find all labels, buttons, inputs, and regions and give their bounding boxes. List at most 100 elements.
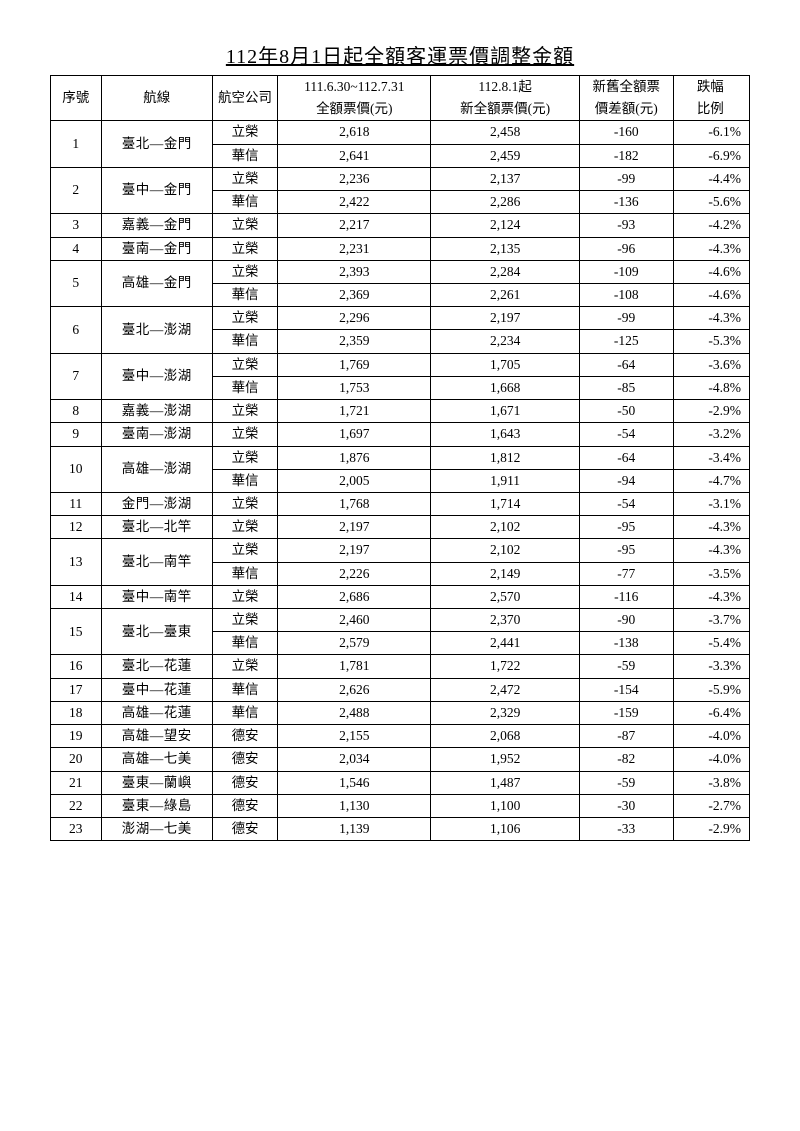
cell-new-price: 2,124	[431, 214, 579, 237]
cell-old-price: 1,876	[278, 446, 431, 469]
cell-new-price: 1,812	[431, 446, 579, 469]
cell-old-price: 2,296	[278, 307, 431, 330]
cell-new-price: 2,570	[431, 585, 579, 608]
cell-seq: 19	[51, 725, 102, 748]
cell-pct: -2.7%	[673, 794, 749, 817]
cell-route: 臺東—蘭嶼	[101, 771, 212, 794]
cell-airline: 立榮	[212, 237, 277, 260]
cell-diff: -94	[579, 469, 673, 492]
cell-new-price: 2,441	[431, 632, 579, 655]
cell-seq: 13	[51, 539, 102, 585]
cell-seq: 16	[51, 655, 102, 678]
cell-airline: 立榮	[212, 353, 277, 376]
table-row: 5高雄—金門立榮2,3932,284-109-4.6%	[51, 260, 750, 283]
cell-new-price: 2,370	[431, 609, 579, 632]
cell-diff: -99	[579, 307, 673, 330]
cell-route: 臺北—南竿	[101, 539, 212, 585]
cell-seq: 12	[51, 516, 102, 539]
table-row: 21臺東—蘭嶼德安1,5461,487-59-3.8%	[51, 771, 750, 794]
fare-table: 序號 航線 航空公司 111.6.30~112.7.31 112.8.1起 新舊…	[50, 75, 750, 841]
cell-new-price: 2,286	[431, 191, 579, 214]
cell-diff: -95	[579, 516, 673, 539]
cell-diff: -109	[579, 260, 673, 283]
cell-old-price: 2,359	[278, 330, 431, 353]
cell-diff: -125	[579, 330, 673, 353]
table-row: 16臺北—花蓮立榮1,7811,722-59-3.3%	[51, 655, 750, 678]
cell-old-price: 1,546	[278, 771, 431, 794]
cell-diff: -93	[579, 214, 673, 237]
cell-route: 高雄—澎湖	[101, 446, 212, 492]
cell-airline: 立榮	[212, 214, 277, 237]
cell-seq: 14	[51, 585, 102, 608]
cell-pct: -3.6%	[673, 353, 749, 376]
cell-route: 臺北—臺東	[101, 609, 212, 655]
cell-diff: -138	[579, 632, 673, 655]
cell-diff: -59	[579, 771, 673, 794]
col-airline: 航空公司	[212, 76, 277, 121]
cell-new-price: 1,722	[431, 655, 579, 678]
cell-new-price: 2,068	[431, 725, 579, 748]
cell-route: 臺中—澎湖	[101, 353, 212, 399]
cell-seq: 20	[51, 748, 102, 771]
cell-diff: -54	[579, 492, 673, 515]
cell-diff: -136	[579, 191, 673, 214]
cell-new-price: 1,668	[431, 376, 579, 399]
cell-pct: -5.3%	[673, 330, 749, 353]
cell-new-price: 2,135	[431, 237, 579, 260]
cell-pct: -4.8%	[673, 376, 749, 399]
cell-new-price: 1,106	[431, 818, 579, 841]
cell-old-price: 2,231	[278, 237, 431, 260]
cell-airline: 德安	[212, 771, 277, 794]
table-row: 15臺北—臺東立榮2,4602,370-90-3.7%	[51, 609, 750, 632]
table-row: 6臺北—澎湖立榮2,2962,197-99-4.3%	[51, 307, 750, 330]
cell-route: 高雄—望安	[101, 725, 212, 748]
cell-pct: -2.9%	[673, 400, 749, 423]
cell-airline: 德安	[212, 794, 277, 817]
cell-pct: -4.3%	[673, 539, 749, 562]
cell-airline: 華信	[212, 562, 277, 585]
table-row: 9臺南—澎湖立榮1,6971,643-54-3.2%	[51, 423, 750, 446]
cell-route: 嘉義—金門	[101, 214, 212, 237]
cell-pct: -4.6%	[673, 260, 749, 283]
cell-diff: -64	[579, 353, 673, 376]
cell-seq: 21	[51, 771, 102, 794]
cell-diff: -59	[579, 655, 673, 678]
col-new-line1: 112.8.1起	[431, 76, 579, 99]
cell-seq: 9	[51, 423, 102, 446]
table-row: 23澎湖—七美德安1,1391,106-33-2.9%	[51, 818, 750, 841]
cell-route: 嘉義—澎湖	[101, 400, 212, 423]
cell-pct: -4.3%	[673, 237, 749, 260]
cell-route: 澎湖—七美	[101, 818, 212, 841]
col-old-line1: 111.6.30~112.7.31	[278, 76, 431, 99]
cell-airline: 華信	[212, 701, 277, 724]
cell-seq: 22	[51, 794, 102, 817]
table-row: 7臺中—澎湖立榮1,7691,705-64-3.6%	[51, 353, 750, 376]
cell-route: 臺中—金門	[101, 167, 212, 213]
cell-seq: 4	[51, 237, 102, 260]
cell-airline: 華信	[212, 632, 277, 655]
cell-pct: -4.4%	[673, 167, 749, 190]
cell-pct: -4.3%	[673, 585, 749, 608]
cell-airline: 立榮	[212, 307, 277, 330]
cell-seq: 3	[51, 214, 102, 237]
cell-new-price: 1,952	[431, 748, 579, 771]
cell-diff: -95	[579, 539, 673, 562]
table-row: 17臺中—花蓮華信2,6262,472-154-5.9%	[51, 678, 750, 701]
cell-seq: 17	[51, 678, 102, 701]
cell-airline: 立榮	[212, 446, 277, 469]
cell-seq: 11	[51, 492, 102, 515]
col-diff-line2: 價差額(元)	[579, 98, 673, 121]
cell-pct: -5.4%	[673, 632, 749, 655]
cell-airline: 華信	[212, 469, 277, 492]
cell-diff: -64	[579, 446, 673, 469]
cell-airline: 德安	[212, 725, 277, 748]
cell-old-price: 2,217	[278, 214, 431, 237]
cell-pct: -4.2%	[673, 214, 749, 237]
cell-airline: 華信	[212, 283, 277, 306]
cell-airline: 立榮	[212, 167, 277, 190]
cell-new-price: 2,102	[431, 516, 579, 539]
cell-seq: 7	[51, 353, 102, 399]
cell-diff: -99	[579, 167, 673, 190]
cell-seq: 2	[51, 167, 102, 213]
col-pct-line1: 跌幅	[673, 76, 749, 99]
